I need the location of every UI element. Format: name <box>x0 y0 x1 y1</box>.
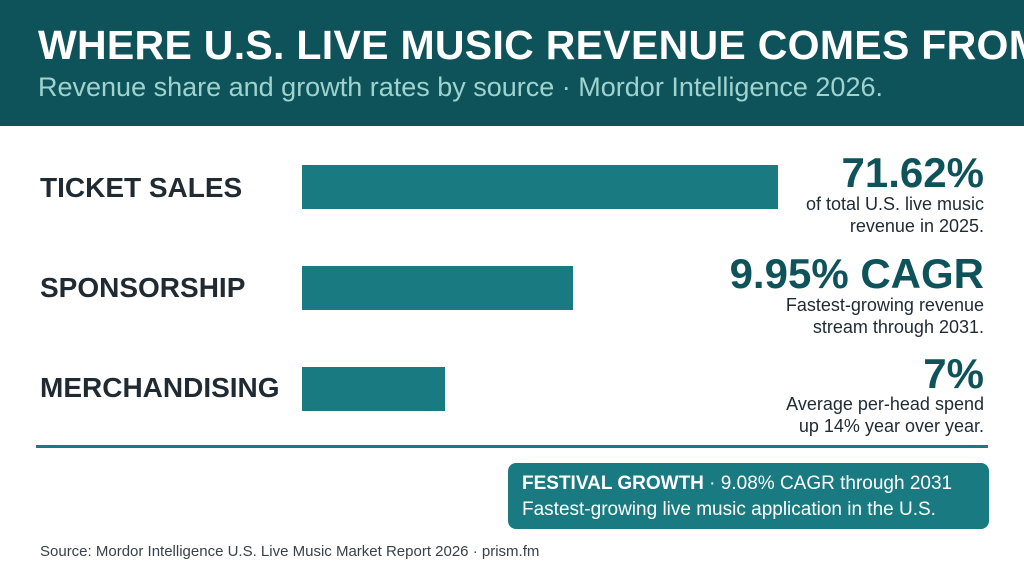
category-label-ticket-sales: TICKET SALES <box>40 172 243 203</box>
stat-desc-line: revenue in 2025. <box>849 216 984 236</box>
stat-desc-line: up 14% year over year. <box>798 416 984 436</box>
stat-desc-sponsorship: Fastest-growing revenue stream through 2… <box>786 294 984 338</box>
bar-ticket-sales <box>302 165 778 209</box>
callout-headline: FESTIVAL GROWTH · 9.08% CAGR through 203… <box>522 471 975 497</box>
callout-rest: · 9.08% CAGR through 2031 <box>703 473 953 494</box>
festival-growth-callout: FESTIVAL GROWTH · 9.08% CAGR through 203… <box>508 463 989 529</box>
stat-desc-merchandising: Average per-head spend up 14% year over … <box>786 393 984 437</box>
header-banner: WHERE U.S. LIVE MUSIC REVENUE COMES FROM… <box>0 0 1024 126</box>
stat-desc-ticket-sales: of total U.S. live music revenue in 2025… <box>806 193 984 237</box>
stat-desc-line: Fastest-growing revenue <box>785 295 984 315</box>
callout-bold: FESTIVAL GROWTH <box>522 473 704 494</box>
source-note: Source: Mordor Intelligence U.S. Live Mu… <box>40 543 540 560</box>
page-subtitle: Revenue share and growth rates by source… <box>38 72 883 102</box>
divider <box>36 445 988 448</box>
stat-desc-line: of total U.S. live music <box>805 194 984 214</box>
category-label-sponsorship: SPONSORSHIP <box>40 272 246 303</box>
bar-sponsorship <box>302 266 573 310</box>
stat-value-sponsorship: 9.95% CAGR <box>729 250 984 297</box>
stat-value-ticket-sales: 71.62% <box>841 149 984 196</box>
bar-merchandising <box>302 367 445 411</box>
stat-desc-line: stream through 2031. <box>812 317 984 337</box>
stat-desc-line: Average per-head spend <box>786 394 984 414</box>
page-title: WHERE U.S. LIVE MUSIC REVENUE COMES FROM <box>38 22 1024 68</box>
stat-value-merchandising: 7% <box>923 350 984 397</box>
callout-subline: Fastest-growing live music application i… <box>522 499 936 520</box>
category-label-merchandising: MERCHANDISING <box>40 372 280 403</box>
